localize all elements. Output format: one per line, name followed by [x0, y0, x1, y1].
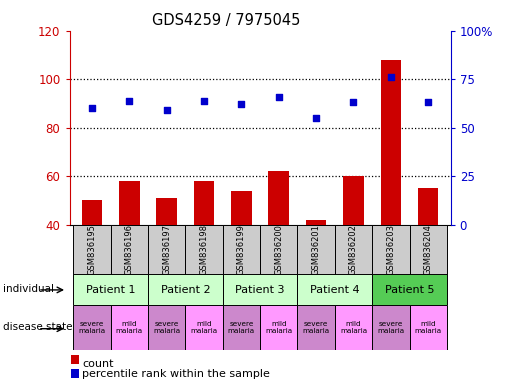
Text: GSM836200: GSM836200 — [274, 224, 283, 275]
Point — [163, 107, 171, 113]
Text: GSM836197: GSM836197 — [162, 224, 171, 275]
Bar — [372, 274, 447, 305]
Bar — [231, 191, 252, 225]
Bar — [73, 305, 111, 350]
Text: Patient 5: Patient 5 — [385, 285, 434, 295]
Text: GSM836204: GSM836204 — [424, 224, 433, 275]
Bar — [222, 225, 260, 275]
Bar — [372, 305, 409, 350]
Text: GSM836203: GSM836203 — [386, 224, 396, 275]
Text: mild
malaria: mild malaria — [191, 321, 218, 334]
Point — [274, 94, 283, 100]
Text: mild
malaria: mild malaria — [265, 321, 293, 334]
Text: mild
malaria: mild malaria — [340, 321, 367, 334]
Bar — [298, 225, 335, 275]
Bar — [260, 225, 298, 275]
Text: mild
malaria: mild malaria — [116, 321, 143, 334]
Text: severe
malaria: severe malaria — [228, 321, 255, 334]
Text: GSM836201: GSM836201 — [312, 224, 321, 275]
Text: severe
malaria: severe malaria — [302, 321, 330, 334]
Point — [387, 74, 395, 80]
Text: severe
malaria: severe malaria — [78, 321, 106, 334]
Text: percentile rank within the sample: percentile rank within the sample — [82, 369, 270, 379]
Point — [200, 98, 208, 104]
Bar — [335, 225, 372, 275]
Bar — [409, 305, 447, 350]
Bar — [298, 305, 335, 350]
Bar — [71, 369, 79, 378]
Bar — [71, 356, 79, 364]
Text: GSM836199: GSM836199 — [237, 224, 246, 275]
Point — [424, 99, 432, 106]
Bar — [343, 176, 364, 225]
Point — [125, 98, 133, 104]
Bar — [111, 225, 148, 275]
Bar — [268, 171, 289, 225]
Text: GDS4259 / 7975045: GDS4259 / 7975045 — [152, 13, 301, 28]
Text: disease state: disease state — [3, 322, 72, 332]
Bar — [119, 181, 140, 225]
Bar — [73, 274, 148, 305]
Point — [237, 101, 246, 108]
Bar — [148, 305, 185, 350]
Point — [88, 105, 96, 111]
Bar — [82, 200, 102, 225]
Bar — [157, 198, 177, 225]
Bar — [148, 274, 222, 305]
Bar — [194, 181, 214, 225]
Bar — [185, 225, 222, 275]
Bar — [335, 305, 372, 350]
Text: GSM836195: GSM836195 — [88, 224, 96, 275]
Bar — [381, 60, 401, 225]
Text: Patient 1: Patient 1 — [86, 285, 135, 295]
Point — [312, 115, 320, 121]
Bar — [372, 225, 409, 275]
Bar — [148, 225, 185, 275]
Bar — [418, 188, 438, 225]
Bar — [185, 305, 222, 350]
Text: GSM836196: GSM836196 — [125, 224, 134, 275]
Bar — [409, 225, 447, 275]
Text: Patient 2: Patient 2 — [161, 285, 210, 295]
Text: individual: individual — [3, 284, 54, 294]
Bar — [222, 305, 260, 350]
Text: count: count — [82, 359, 114, 369]
Bar — [73, 225, 111, 275]
Bar — [306, 220, 327, 225]
Text: severe
malaria: severe malaria — [153, 321, 180, 334]
Text: Patient 3: Patient 3 — [235, 285, 285, 295]
Text: severe
malaria: severe malaria — [377, 321, 404, 334]
Bar — [222, 274, 298, 305]
Text: GSM836198: GSM836198 — [199, 224, 209, 275]
Bar — [111, 305, 148, 350]
Bar — [260, 305, 298, 350]
Text: GSM836202: GSM836202 — [349, 224, 358, 275]
Text: mild
malaria: mild malaria — [415, 321, 442, 334]
Point — [349, 99, 357, 106]
Text: Patient 4: Patient 4 — [310, 285, 359, 295]
Bar — [298, 274, 372, 305]
